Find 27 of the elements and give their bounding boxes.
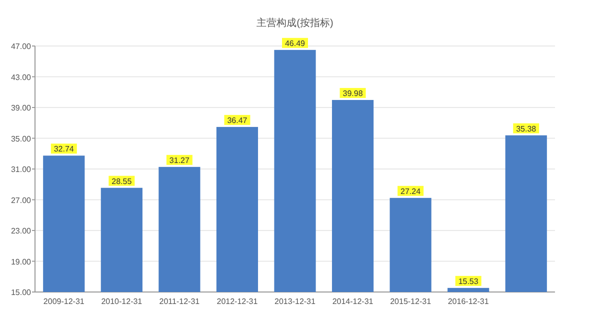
data-label: 27.24 (400, 186, 422, 196)
x-tick-label: 2009-12-31 (43, 297, 85, 306)
y-tick-label: 47.00 (10, 42, 32, 51)
data-label: 28.55 (112, 176, 132, 186)
y-tick-label: 39.00 (10, 104, 32, 112)
y-tick-label: 31.00 (10, 165, 32, 174)
data-label: 31.27 (169, 156, 190, 165)
x-tick-label: 2013-12-31 (274, 297, 316, 306)
x-tick-label: 2010-12-31 (101, 297, 143, 306)
x-tick-label: 2012-12-31 (216, 297, 258, 306)
y-tick-label: 35.00 (10, 134, 32, 144)
data-label: 15.53 (458, 276, 479, 286)
y-tick-label: 23.00 (10, 226, 32, 236)
data-label: 39.98 (342, 88, 364, 98)
data-label: 46.49 (284, 38, 306, 48)
data-label: 32.74 (54, 144, 74, 154)
y-tick-label: 19.00 (10, 257, 32, 266)
chart-title: 主营构成(按指标) (256, 17, 334, 29)
y-tick-label: 43.00 (10, 72, 32, 82)
y-tick-label: 15.00 (10, 288, 32, 297)
x-tick-label: 2016-12-31 (448, 297, 490, 306)
x-tick-label: 2015-12-31 (390, 297, 432, 306)
x-tick-label: 2014-12-31 (332, 297, 374, 306)
x-tick-label: 2011-12-31 (159, 297, 200, 306)
data-label: 35.38 (516, 124, 537, 134)
y-tick-label: 27.00 (10, 196, 32, 205)
data-label: 36.47 (227, 116, 248, 125)
